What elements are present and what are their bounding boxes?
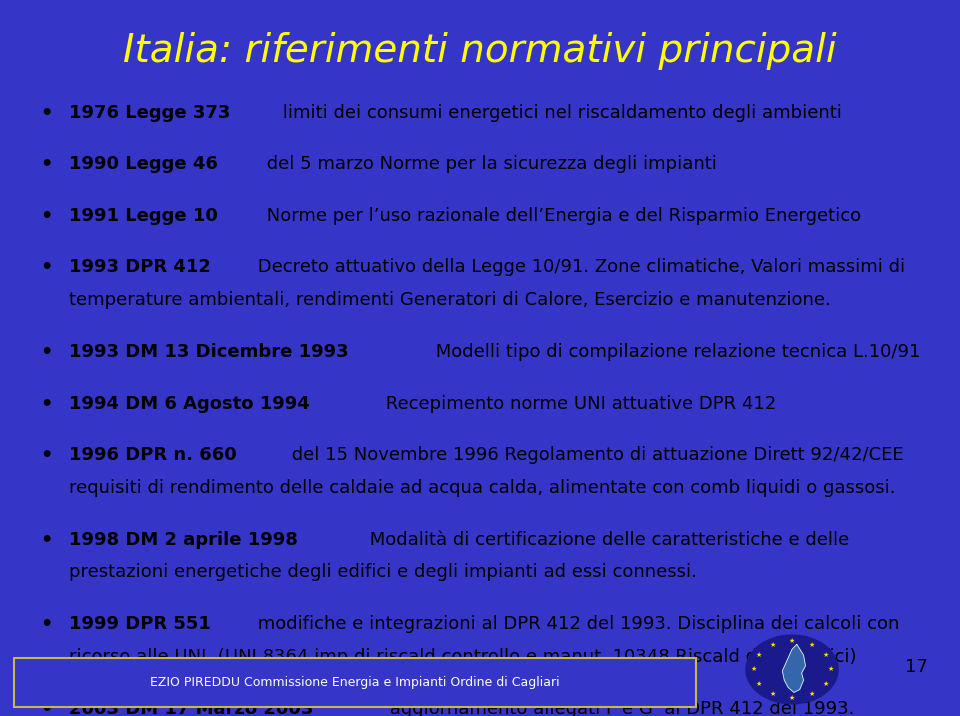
Text: 2003 DM 17 Marzo 2003: 2003 DM 17 Marzo 2003 xyxy=(69,700,314,716)
Text: modifiche e integrazioni al DPR 412 del 1993. Disciplina dei calcoli con: modifiche e integrazioni al DPR 412 del … xyxy=(252,615,900,633)
Text: Recepimento norme UNI attuative DPR 412: Recepimento norme UNI attuative DPR 412 xyxy=(380,395,776,412)
Text: 1998 DM 2 aprile 1998: 1998 DM 2 aprile 1998 xyxy=(69,531,298,548)
Text: requisiti di rendimento delle caldaie ad acqua calda, alimentate con comb liquid: requisiti di rendimento delle caldaie ad… xyxy=(69,479,896,497)
Text: 1999 DPR 551: 1999 DPR 551 xyxy=(69,615,211,633)
Text: Decreto attuativo della Legge 10/91. Zone climatiche, Valori massimi di: Decreto attuativo della Legge 10/91. Zon… xyxy=(252,258,905,276)
Text: 1993 DPR 412: 1993 DPR 412 xyxy=(69,258,211,276)
Circle shape xyxy=(746,635,838,704)
Text: 1994 DM 6 Agosto 1994: 1994 DM 6 Agosto 1994 xyxy=(69,395,310,412)
Text: ★: ★ xyxy=(808,691,814,697)
Text: •: • xyxy=(40,258,52,278)
Text: ★: ★ xyxy=(808,642,814,648)
Text: ★: ★ xyxy=(756,652,762,658)
Text: EZIO PIREDDU Commissione Energia e Impianti Ordine di Cagliari: EZIO PIREDDU Commissione Energia e Impia… xyxy=(151,676,560,689)
Text: ★: ★ xyxy=(756,681,762,687)
Text: 1991 Legge 10: 1991 Legge 10 xyxy=(69,207,218,225)
Text: ★: ★ xyxy=(789,638,795,644)
Text: prestazioni energetiche degli edifici e degli impianti ad essi connessi.: prestazioni energetiche degli edifici e … xyxy=(69,563,697,581)
Text: 1976 Legge 373: 1976 Legge 373 xyxy=(69,104,230,122)
Text: Modelli tipo di compilazione relazione tecnica L.10/91: Modelli tipo di compilazione relazione t… xyxy=(430,343,921,361)
Text: ★: ★ xyxy=(789,695,795,701)
Polygon shape xyxy=(782,644,805,692)
Text: •: • xyxy=(40,207,52,226)
Text: ★: ★ xyxy=(828,667,833,672)
Text: •: • xyxy=(40,104,52,123)
Text: del 15 Novembre 1996 Regolamento di attuazione Dirett 92/42/CEE: del 15 Novembre 1996 Regolamento di attu… xyxy=(285,446,903,464)
FancyBboxPatch shape xyxy=(14,658,696,707)
Text: •: • xyxy=(40,446,52,465)
Text: 1993 DM 13 Dicembre 1993: 1993 DM 13 Dicembre 1993 xyxy=(69,343,348,361)
Text: temperature ambientali, rendimenti Generatori di Calore, Esercizio e manutenzion: temperature ambientali, rendimenti Gener… xyxy=(69,291,830,309)
Text: ★: ★ xyxy=(751,667,756,672)
Text: ★: ★ xyxy=(770,691,776,697)
Text: •: • xyxy=(40,615,52,634)
Text: limiti dei consumi energetici nel riscaldamento degli ambienti: limiti dei consumi energetici nel riscal… xyxy=(277,104,842,122)
Text: 1990 Legge 46: 1990 Legge 46 xyxy=(69,155,218,173)
Text: Norme per l’uso razionale dell’Energia e del Risparmio Energetico: Norme per l’uso razionale dell’Energia e… xyxy=(261,207,861,225)
Text: •: • xyxy=(40,700,52,716)
Text: aggiornamento allegati F e G  al DPR 412 del 1993.: aggiornamento allegati F e G al DPR 412 … xyxy=(384,700,854,716)
Text: 17: 17 xyxy=(905,658,928,677)
Text: 1996 DPR n. 660: 1996 DPR n. 660 xyxy=(69,446,237,464)
Text: ★: ★ xyxy=(770,642,776,648)
Text: del 5 marzo Norme per la sicurezza degli impianti: del 5 marzo Norme per la sicurezza degli… xyxy=(261,155,717,173)
Text: •: • xyxy=(40,395,52,414)
Text: ★: ★ xyxy=(822,681,828,687)
Text: Modalità di certificazione delle caratteristiche e delle: Modalità di certificazione delle caratte… xyxy=(365,531,850,548)
Text: •: • xyxy=(40,155,52,175)
Text: •: • xyxy=(40,531,52,550)
Text: ★: ★ xyxy=(822,652,828,658)
Text: ricorso alle UNI. (UNI 8364 imp di riscald controllo e manut, 10348 Riscald degl: ricorso alle UNI. (UNI 8364 imp di risca… xyxy=(69,648,856,666)
Text: •: • xyxy=(40,343,52,362)
Text: Italia: riferimenti normativi principali: Italia: riferimenti normativi principali xyxy=(123,32,837,70)
